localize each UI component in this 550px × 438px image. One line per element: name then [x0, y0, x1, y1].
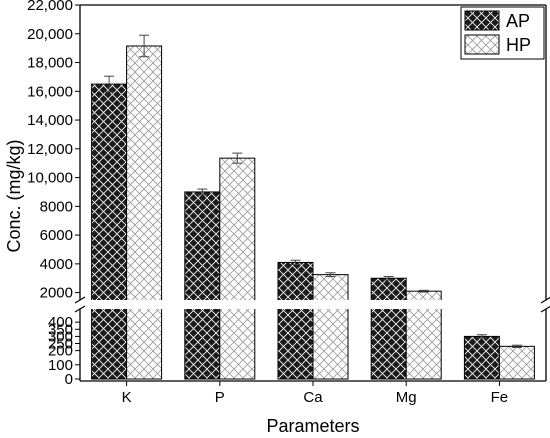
bar-ap-ca [277, 261, 314, 380]
error-bar-ap-k [104, 75, 115, 93]
x-tick-label-fe: Fe [491, 389, 509, 406]
y-tick-label: 4000 [40, 256, 73, 273]
y-tick-label: 0 [65, 371, 73, 388]
error-bar-hp-p [232, 152, 243, 164]
bar-hp-ca [312, 274, 349, 380]
axis-break-gap [74, 300, 550, 309]
y-axis-title: Conc. (mg/kg) [4, 139, 24, 252]
bar-hp-k [126, 45, 163, 380]
y-tick-label: 16,000 [27, 83, 73, 100]
bar-hp-fe [498, 345, 535, 380]
y-tick-label: 18,000 [27, 55, 73, 72]
error-bar-hp-mg [418, 289, 429, 293]
y-tick-label: 12,000 [27, 141, 73, 158]
error-bar-hp-k [139, 34, 150, 58]
plot-frame [79, 4, 547, 382]
bar-ap-p [184, 191, 221, 380]
y-tick-label: 250 [48, 336, 73, 353]
y-tick-label: 20,000 [27, 26, 73, 43]
bar-ap-mg [370, 277, 407, 380]
y-tick-label: 10,000 [27, 170, 73, 187]
error-bar-ap-ca [290, 259, 301, 266]
error-bar-ap-mg [383, 276, 394, 281]
y-tick-label: 2000 [40, 285, 73, 302]
error-bar-hp-ca [325, 272, 336, 278]
x-tick-label-k: K [122, 389, 132, 406]
x-tick-label-mg: Mg [396, 389, 417, 406]
y-tick-label: 6000 [40, 227, 73, 244]
legend: AP HP [460, 6, 545, 60]
y-tick-label: 350 [48, 321, 73, 338]
legend-label-ap: AP [506, 11, 530, 31]
y-tick-label: 300 [48, 328, 73, 345]
bar-ap-k [91, 83, 128, 380]
y-tick-label: 100 [48, 357, 73, 374]
axis-break-marks [74, 296, 550, 313]
error-bar-hp-fe [511, 344, 522, 348]
bar-hp-p [219, 157, 256, 380]
y-tick-label: 400 [48, 314, 73, 331]
error-bar-ap-fe [476, 334, 487, 339]
x-tick-label-ca: Ca [303, 389, 323, 406]
y-tick-label: 8000 [40, 198, 73, 215]
legend-swatch-ap [464, 10, 500, 31]
y-tick-label: 200 [48, 343, 73, 360]
error-bar-ap-p [197, 188, 208, 196]
x-axis-title: Parameters [266, 416, 359, 436]
y-tick-label: 22,000 [27, 0, 73, 14]
x-tick-label-p: P [215, 389, 225, 406]
legend-swatch-hp [464, 34, 500, 55]
legend-label-hp: HP [506, 35, 531, 55]
y-tick-label: 14,000 [27, 112, 73, 129]
bar-ap-fe [463, 335, 500, 380]
